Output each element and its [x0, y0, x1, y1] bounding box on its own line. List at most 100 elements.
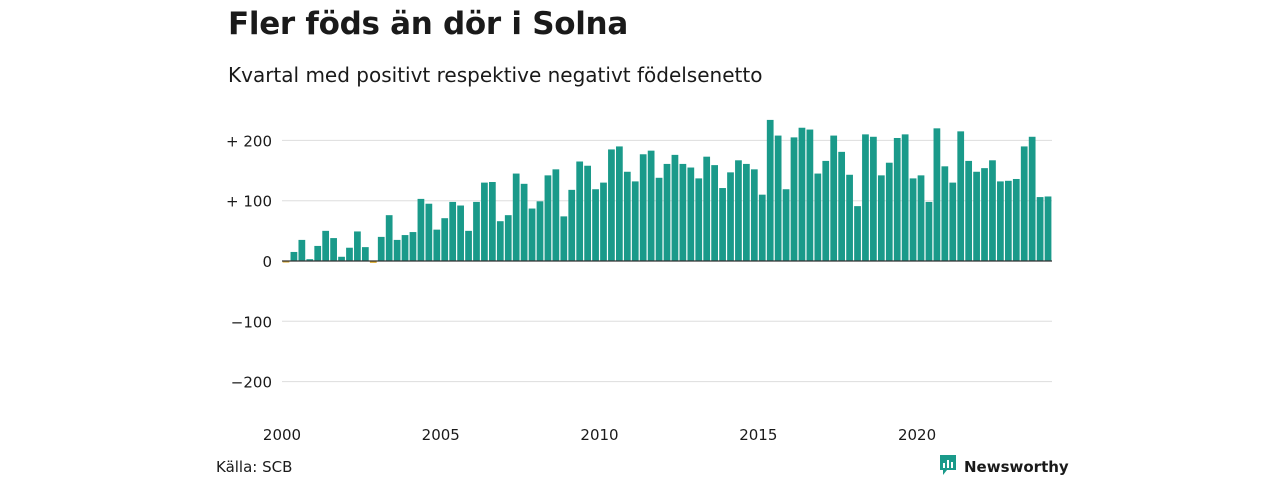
bar [806, 129, 814, 261]
y-tick-label: 0 [262, 253, 272, 271]
bar [1036, 197, 1044, 261]
bar [520, 183, 528, 261]
bar [639, 154, 647, 261]
bar [623, 171, 631, 261]
y-axis-ticks: + 200 + 100 0 −100 −200 [226, 132, 272, 391]
brand-name: Newsworthy [964, 458, 1069, 476]
x-tick-label: 2015 [739, 426, 777, 444]
bar [600, 182, 607, 261]
bar [941, 166, 949, 261]
bar [933, 128, 941, 261]
bar [496, 221, 504, 261]
brand-logo[interactable]: Newsworthy [938, 454, 1069, 480]
bar [655, 177, 663, 261]
bar [290, 251, 298, 261]
bar [1012, 178, 1020, 261]
bar [393, 239, 401, 262]
bar [409, 232, 417, 261]
bar [909, 178, 917, 261]
bar [481, 182, 488, 261]
bar [473, 201, 480, 261]
bar [679, 163, 687, 261]
bar [576, 161, 584, 261]
bar [560, 216, 568, 261]
bar [949, 182, 957, 261]
bar [957, 131, 965, 261]
bar [822, 160, 830, 261]
bar [750, 169, 758, 261]
bar [592, 189, 599, 261]
bar [663, 163, 671, 261]
bar [616, 146, 623, 261]
bar [584, 165, 591, 261]
bar [433, 229, 441, 261]
bar [369, 261, 377, 263]
bar [838, 151, 846, 261]
bar [695, 178, 703, 261]
bar [512, 173, 520, 261]
y-tick-label: −100 [231, 313, 272, 331]
bar [385, 215, 393, 261]
bar [917, 175, 925, 261]
bar [338, 256, 345, 261]
bar [671, 154, 679, 261]
y-tick-label: + 100 [226, 193, 272, 211]
bar [981, 168, 988, 261]
bar [703, 156, 711, 261]
bars [282, 119, 1052, 263]
bar [1004, 180, 1012, 261]
bar [1044, 196, 1052, 261]
bar [814, 173, 822, 261]
bar [631, 181, 639, 261]
bar [536, 201, 544, 261]
bar [854, 206, 861, 261]
bar [282, 261, 290, 263]
bar [552, 169, 560, 261]
bar [973, 171, 980, 261]
newsworthy-logo-icon [938, 454, 958, 480]
x-tick-label: 2000 [263, 426, 301, 444]
bar [782, 189, 790, 261]
bar [885, 162, 893, 261]
bar [758, 194, 766, 261]
bar [488, 182, 496, 261]
bar [965, 160, 973, 261]
x-axis-ticks: 2000 2005 2010 2015 2020 [263, 426, 936, 444]
bar [798, 127, 806, 262]
bar [346, 247, 353, 261]
bar [608, 149, 615, 261]
bar [298, 239, 306, 262]
chart-title: Fler föds än dör i Solna [228, 6, 628, 42]
bar [377, 236, 385, 261]
bar [743, 163, 750, 261]
bar [1028, 136, 1036, 261]
bar [719, 188, 726, 261]
bar [925, 201, 933, 261]
bar [997, 181, 1004, 261]
bar [774, 135, 782, 261]
y-tick-label: −200 [231, 374, 272, 392]
chart-subtitle: Kvartal med positivt respektive negativt… [228, 63, 763, 87]
bar [790, 137, 798, 261]
bar [846, 174, 853, 261]
bar [417, 198, 425, 261]
bar [314, 245, 322, 261]
bar [457, 205, 464, 261]
bar [504, 215, 512, 261]
bar [465, 230, 472, 261]
x-tick-label: 2020 [898, 426, 936, 444]
bar [647, 150, 655, 261]
bar [568, 189, 576, 261]
bar [354, 231, 361, 261]
bar [1020, 146, 1028, 261]
x-tick-label: 2005 [422, 426, 460, 444]
bar [330, 238, 337, 261]
bar [687, 167, 695, 261]
bar [322, 230, 330, 261]
bar [766, 119, 774, 262]
bar [441, 218, 449, 261]
bar [449, 201, 457, 261]
bar [727, 172, 734, 261]
bar [862, 134, 869, 261]
x-tick-label: 2010 [580, 426, 618, 444]
